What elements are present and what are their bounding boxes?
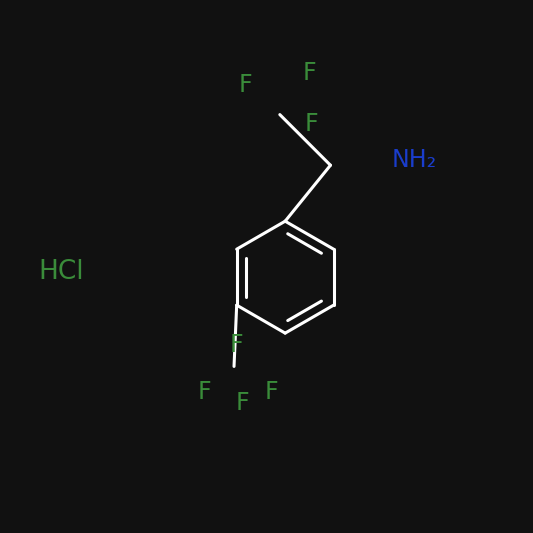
Text: F: F — [198, 380, 212, 404]
Text: F: F — [238, 73, 252, 98]
Text: F: F — [235, 391, 249, 415]
Text: F: F — [264, 380, 278, 404]
Text: F: F — [230, 333, 244, 357]
Text: HCl: HCl — [38, 259, 84, 285]
Text: F: F — [305, 112, 319, 136]
Text: F: F — [302, 61, 316, 85]
Text: NH₂: NH₂ — [392, 148, 437, 172]
